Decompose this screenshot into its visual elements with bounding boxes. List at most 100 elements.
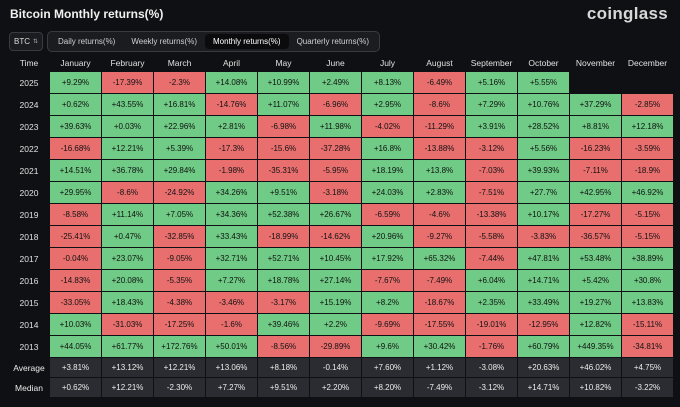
row-year-label: 2024 — [19, 99, 39, 110]
return-cell: +18.78% — [258, 270, 309, 291]
return-cell: +27.7% — [518, 182, 569, 203]
return-cell: -18.9% — [622, 160, 673, 181]
brand-logo[interactable]: coinglass — [586, 4, 668, 23]
return-cell: +34.36% — [206, 204, 257, 225]
return-cell: +11.14% — [102, 204, 153, 225]
return-cell: -13.88% — [414, 138, 465, 159]
table-row: 2014 +10.03% -31.03% -17.25% -1.6% +39.46% +2.… — [9, 314, 673, 335]
return-cell: +39.93% — [518, 160, 569, 181]
return-cell: +11.07% — [258, 94, 309, 115]
return-cell: +43.55% — [102, 94, 153, 115]
return-cell: +42.95% — [570, 182, 621, 203]
tab-daily-returns[interactable]: Daily returns(%) — [58, 37, 116, 46]
column-header-february: February — [110, 57, 145, 68]
return-cell: +8.13% — [362, 72, 413, 93]
stats-row-label: Median — [15, 382, 43, 393]
stats-cell: +12.21% — [102, 378, 153, 397]
table-row: 2015 -33.05% +18.43% -4.38% -3.46% -3.17% +15.… — [9, 292, 673, 313]
stats-cell: -2.30% — [154, 378, 205, 397]
return-cell: +12.21% — [102, 138, 153, 159]
return-cell: -15.11% — [622, 314, 673, 335]
return-cell: -3.83% — [518, 226, 569, 247]
return-cell: +50.01% — [206, 336, 257, 357]
return-cell: -7.67% — [362, 270, 413, 291]
return-cell: +60.79% — [518, 336, 569, 357]
stats-cell: +20.63% — [518, 358, 569, 377]
return-cell: +23.07% — [102, 248, 153, 269]
return-cell: +2.81% — [206, 116, 257, 137]
return-cell: +17.92% — [362, 248, 413, 269]
stats-cell: -3.08% — [466, 358, 517, 377]
row-year-label: 2025 — [19, 77, 39, 88]
return-cell: +0.62% — [50, 94, 101, 115]
return-cell: -14.62% — [310, 226, 361, 247]
return-cell: +52.71% — [258, 248, 309, 269]
row-year-label: 2022 — [19, 143, 39, 154]
stats-row-label: Average — [13, 362, 45, 373]
tab-monthly-returns[interactable]: Monthly returns(%) — [205, 34, 289, 49]
asset-select[interactable]: BTC ⇅ — [9, 32, 43, 51]
table-row: 2016 -14.83% +20.08% -5.35% +7.27% +18.78% +27… — [9, 270, 673, 291]
table-header-row: Time January February March April May June July… — [9, 54, 673, 71]
return-cell: +7.05% — [154, 204, 205, 225]
return-cell: +14.71% — [518, 270, 569, 291]
return-cell: +5.55% — [518, 72, 569, 93]
tab-quarterly-returns[interactable]: Quarterly returns(%) — [296, 37, 370, 46]
stats-cell: +4.75% — [622, 358, 673, 377]
return-cell: -3.46% — [206, 292, 257, 313]
tab-weekly-returns[interactable]: Weekly returns(%) — [131, 37, 197, 46]
column-header-august: August — [426, 57, 453, 68]
row-year-label: 2023 — [19, 121, 39, 132]
return-cell — [622, 72, 673, 93]
table-row: 2023 +39.63% +0.03% +22.96% +2.81% -6.98% +11.… — [9, 116, 673, 137]
return-cell: -35.31% — [258, 160, 309, 181]
return-cell: -4.6% — [414, 204, 465, 225]
stats-cell: -7.49% — [414, 378, 465, 397]
return-cell: +18.19% — [362, 160, 413, 181]
return-cell: +65.32% — [414, 248, 465, 269]
return-cell: +29.95% — [50, 182, 101, 203]
return-cell: +28.52% — [518, 116, 569, 137]
return-cell: +2.95% — [362, 94, 413, 115]
return-cell: -19.01% — [466, 314, 517, 335]
return-cell: -8.6% — [414, 94, 465, 115]
return-cell: +44.05% — [50, 336, 101, 357]
return-cell: +22.96% — [154, 116, 205, 137]
return-cell: -6.59% — [362, 204, 413, 225]
return-cell: -9.27% — [414, 226, 465, 247]
return-cell: -2.3% — [154, 72, 205, 93]
return-cell: +29.84% — [154, 160, 205, 181]
stats-cell: +7.60% — [362, 358, 413, 377]
row-year-label: 2014 — [19, 319, 39, 330]
return-cell: +27.14% — [310, 270, 361, 291]
stats-cell: +8.18% — [258, 358, 309, 377]
return-cell: +15.19% — [310, 292, 361, 313]
return-cell: -14.76% — [206, 94, 257, 115]
return-cell: +39.46% — [258, 314, 309, 335]
stats-cell: +1.12% — [414, 358, 465, 377]
column-header-october: October — [528, 57, 559, 68]
return-cell: -33.05% — [50, 292, 101, 313]
row-year-label: 2018 — [19, 231, 39, 242]
return-cell: -11.29% — [414, 116, 465, 137]
return-cell: +33.49% — [518, 292, 569, 313]
return-cell: +12.82% — [570, 314, 621, 335]
return-cell: -3.59% — [622, 138, 673, 159]
return-cell: +10.76% — [518, 94, 569, 115]
return-cell: -18.99% — [258, 226, 309, 247]
return-cell: +18.43% — [102, 292, 153, 313]
return-cell: +12.18% — [622, 116, 673, 137]
table-row: 2018 -25.41% +0.47% -32.85% +33.43% -18.99% -1… — [9, 226, 673, 247]
stats-cell: +3.81% — [50, 358, 101, 377]
return-cell: -36.57% — [570, 226, 621, 247]
row-year-label: 2013 — [19, 341, 39, 352]
column-header-december: December — [627, 57, 668, 68]
stats-cell: -3.12% — [466, 378, 517, 397]
column-header-march: March — [167, 57, 192, 68]
column-header-september: September — [470, 57, 513, 68]
return-cell: -3.12% — [466, 138, 517, 159]
return-cell: +449.35% — [570, 336, 621, 357]
return-cell: +10.99% — [258, 72, 309, 93]
return-cell: -6.49% — [414, 72, 465, 93]
row-year-label: 2017 — [19, 253, 39, 264]
